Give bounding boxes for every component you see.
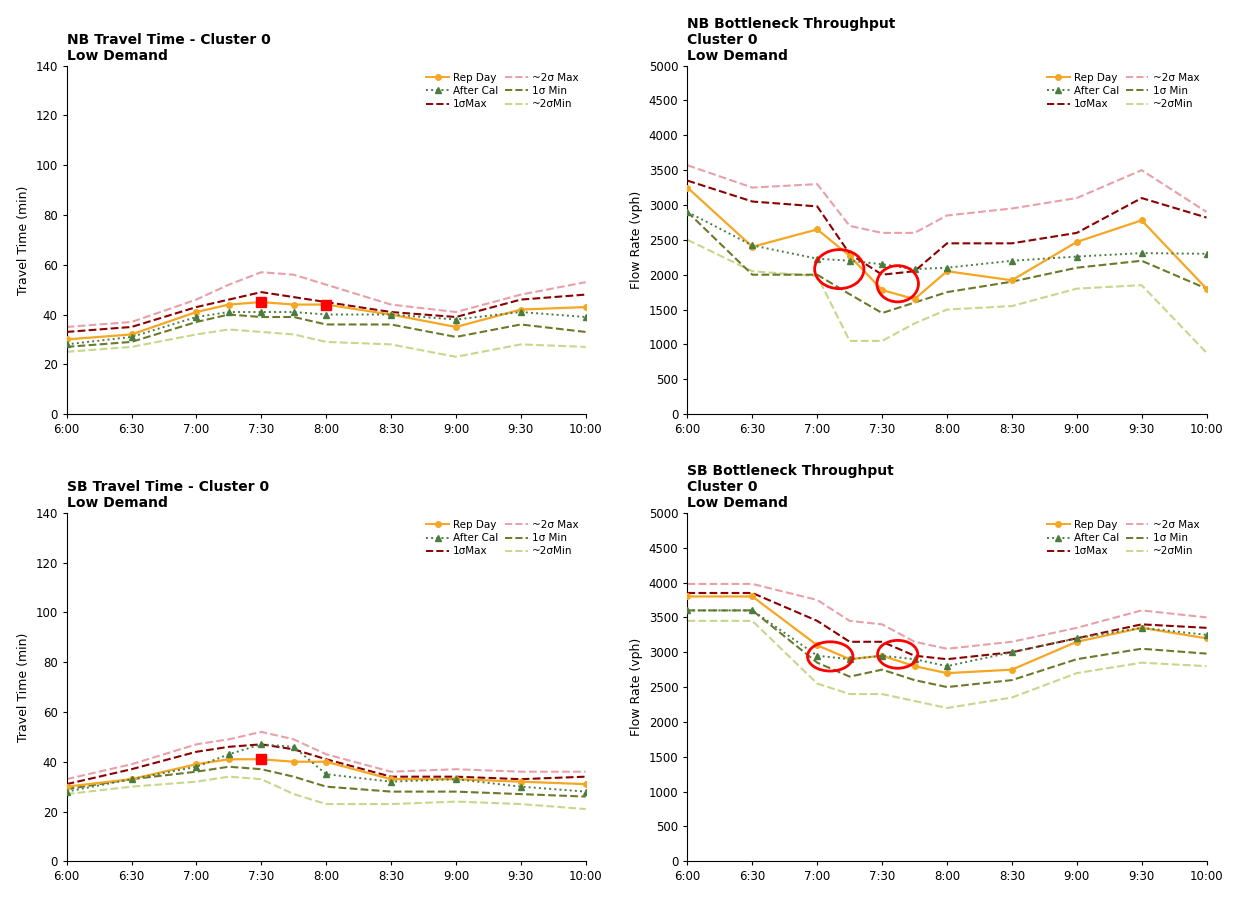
Text: SB Bottleneck Throughput
Cluster 0
Low Demand: SB Bottleneck Throughput Cluster 0 Low D…	[687, 464, 894, 510]
Text: NB Travel Time - Cluster 0
Low Demand: NB Travel Time - Cluster 0 Low Demand	[67, 33, 270, 63]
Legend: Rep Day, After Cal, 1σMax, ~2σ Max, 1σ Min, ~2σMin: Rep Day, After Cal, 1σMax, ~2σ Max, 1σ M…	[424, 71, 580, 112]
Y-axis label: Travel Time (min): Travel Time (min)	[16, 633, 30, 742]
Y-axis label: Travel Time (min): Travel Time (min)	[16, 185, 30, 294]
Text: SB Travel Time - Cluster 0
Low Demand: SB Travel Time - Cluster 0 Low Demand	[67, 480, 269, 510]
Legend: Rep Day, After Cal, 1σMax, ~2σ Max, 1σ Min, ~2σMin: Rep Day, After Cal, 1σMax, ~2σ Max, 1σ M…	[1045, 71, 1202, 112]
Y-axis label: Flow Rate (vph): Flow Rate (vph)	[630, 638, 644, 736]
Y-axis label: Flow Rate (vph): Flow Rate (vph)	[630, 191, 644, 289]
Legend: Rep Day, After Cal, 1σMax, ~2σ Max, 1σ Min, ~2σMin: Rep Day, After Cal, 1σMax, ~2σ Max, 1σ M…	[1045, 518, 1202, 559]
Legend: Rep Day, After Cal, 1σMax, ~2σ Max, 1σ Min, ~2σMin: Rep Day, After Cal, 1σMax, ~2σ Max, 1σ M…	[424, 518, 580, 559]
Text: NB Bottleneck Throughput
Cluster 0
Low Demand: NB Bottleneck Throughput Cluster 0 Low D…	[687, 17, 895, 63]
